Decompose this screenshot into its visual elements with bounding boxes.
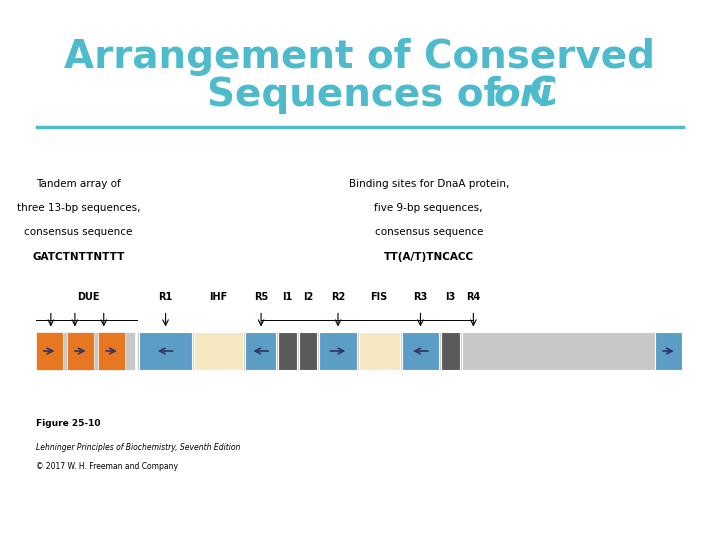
Text: Figure 25-10: Figure 25-10 (36, 418, 100, 428)
Text: ori: ori (494, 76, 553, 113)
Text: Tandem array of: Tandem array of (36, 179, 121, 188)
Bar (139, 332, 192, 370)
Bar (359, 332, 400, 370)
Text: GATCTNTTNTTT: GATCTNTTNTTT (32, 252, 125, 261)
Bar (462, 332, 683, 370)
Text: DUE: DUE (77, 292, 100, 302)
Text: Sequences of: Sequences of (207, 76, 513, 113)
Text: R5: R5 (254, 292, 268, 302)
Bar (441, 332, 459, 370)
Bar (67, 332, 94, 370)
Text: Arrangement of Conserved: Arrangement of Conserved (65, 38, 655, 76)
Text: Lehninger Principles of Biochemistry, Seventh Edition: Lehninger Principles of Biochemistry, Se… (36, 443, 240, 452)
Text: C: C (528, 76, 557, 113)
Bar (137, 332, 683, 370)
Text: five 9-bp sequences,: five 9-bp sequences, (374, 203, 483, 213)
Text: IHF: IHF (210, 292, 228, 302)
Bar (320, 332, 356, 370)
Bar (246, 332, 276, 370)
Text: © 2017 W. H. Freeman and Company: © 2017 W. H. Freeman and Company (36, 462, 178, 471)
Bar (36, 332, 63, 370)
Text: consensus sequence: consensus sequence (24, 227, 132, 237)
Text: I3: I3 (446, 292, 456, 302)
Text: FIS: FIS (371, 292, 388, 302)
Text: three 13-bp sequences,: three 13-bp sequences, (17, 203, 140, 213)
Bar (655, 332, 682, 370)
Text: consensus sequence: consensus sequence (374, 227, 483, 237)
Bar (36, 332, 135, 370)
Text: R1: R1 (158, 292, 173, 302)
Bar (194, 332, 243, 370)
Text: R4: R4 (467, 292, 480, 302)
Text: I1: I1 (282, 292, 292, 302)
Text: TT(A/T)TNCACC: TT(A/T)TNCACC (384, 252, 474, 261)
Bar (299, 332, 318, 370)
Text: I2: I2 (303, 292, 314, 302)
Text: R2: R2 (331, 292, 345, 302)
Bar (278, 332, 297, 370)
Bar (98, 332, 125, 370)
Text: Binding sites for DnaA protein,: Binding sites for DnaA protein, (348, 179, 509, 188)
Text: R3: R3 (413, 292, 428, 302)
Bar (402, 332, 439, 370)
